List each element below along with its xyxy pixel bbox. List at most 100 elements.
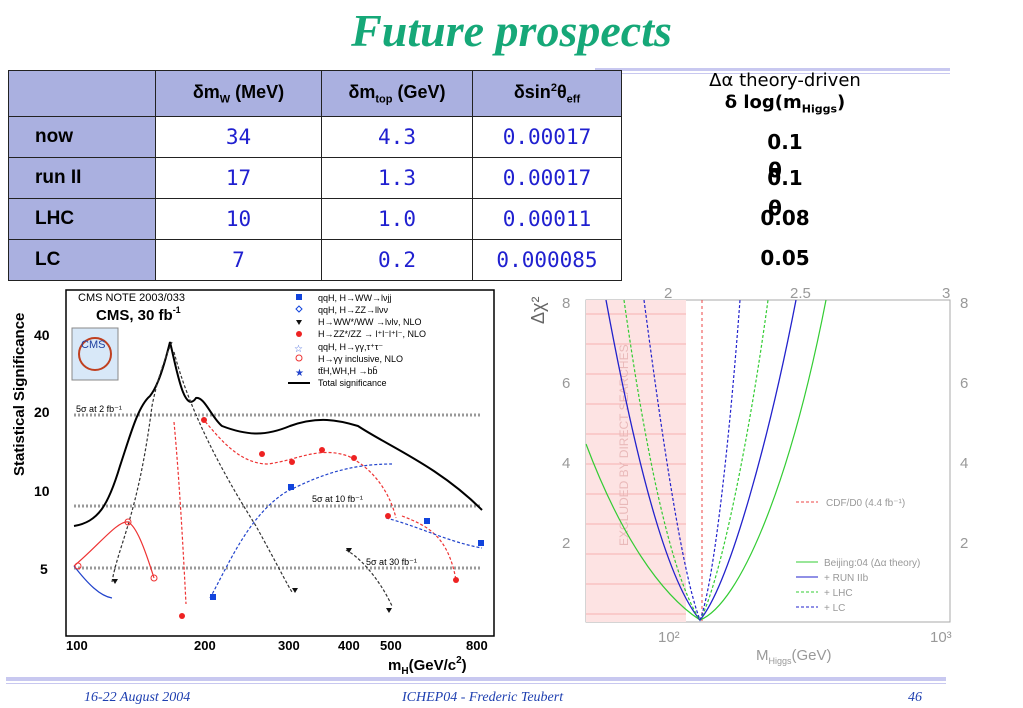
y-tick-label: 6 xyxy=(960,375,968,392)
legend-marker xyxy=(296,320,302,325)
h-zz-4l-curve xyxy=(173,417,457,605)
tth-curve xyxy=(73,565,113,599)
cell-mtop: 4.3 xyxy=(321,116,473,158)
h-ww-curve xyxy=(111,341,393,607)
cms-note: CMS NOTE 2003/033 xyxy=(78,292,185,304)
marker xyxy=(453,577,459,583)
legend-entry: + LHC xyxy=(824,588,853,599)
marker xyxy=(210,594,216,600)
legend-marker xyxy=(296,331,302,337)
sigma-label-30fb: 5σ at 30 fb⁻¹ xyxy=(366,557,417,567)
top-tick-labels: 2 2.5 3 xyxy=(664,285,950,302)
overlay-glyph: θ xyxy=(768,158,782,182)
legend-entry: Beijing:04 (Δα theory) xyxy=(824,558,920,569)
slide-title: Future prospects xyxy=(351,5,672,56)
y-tick-label: 10 xyxy=(34,483,50,499)
cms-logo-text: CMS xyxy=(81,339,105,351)
row-label: run II xyxy=(8,157,156,199)
marker xyxy=(385,513,391,519)
cell-sin2: 0.000085 xyxy=(472,239,622,281)
y-tick-label: 4 xyxy=(960,455,968,472)
excluded-label: EXCLUDED BY DIRECT SEARCHES xyxy=(617,344,631,546)
higgs-value: 0.08 xyxy=(760,206,810,230)
legend-entry: H→ZZ*/ZZ → l⁺l⁻l⁺l⁻, NLO xyxy=(318,329,426,339)
marker xyxy=(112,579,118,584)
marker xyxy=(289,459,295,465)
header-divider xyxy=(595,68,950,71)
legend-entry: + RUN IIb xyxy=(824,573,869,584)
x-tick-labels: 100 200 300 400 500 800 xyxy=(66,638,488,653)
qqh-ww-curve xyxy=(209,463,483,599)
table-row: now 34 4.3 0.00017 xyxy=(8,116,622,158)
row-label: now xyxy=(8,116,156,158)
cell-mtop: 1.3 xyxy=(321,157,473,199)
cell-mw: 17 xyxy=(155,157,322,199)
chi2-curves xyxy=(585,299,827,622)
footer-author: ICHEP04 - Frederic Teubert xyxy=(402,690,564,705)
cell-sin2: 0.00017 xyxy=(472,157,622,199)
x-tick-label: 500 xyxy=(380,638,402,653)
cell-mw: 34 xyxy=(155,116,322,158)
right-column-heading: Δα theory-driven xyxy=(709,70,861,91)
marker xyxy=(319,447,325,453)
y-tick-labels: 40 20 10 5 xyxy=(34,327,50,577)
marker xyxy=(478,540,484,546)
cell-sin2: 0.00017 xyxy=(472,116,622,158)
header-mw: δmW (MeV) xyxy=(155,70,322,117)
y-tick-label: 2 xyxy=(960,535,968,552)
legend-marker xyxy=(296,294,302,300)
x-tick-label: 10³ xyxy=(930,629,952,646)
legend-entry-cdf: CDF/D0 (4.4 fb⁻¹) xyxy=(826,498,905,509)
cms-significance-plot: CMS NOTE 2003/033 CMS, 30 fb-1 CMS Stati… xyxy=(8,286,498,676)
higgs-value: 0.05 xyxy=(760,246,810,270)
curve-beijing xyxy=(585,299,827,621)
footer-divider xyxy=(6,677,946,681)
y-tick-label: 20 xyxy=(34,404,50,420)
x-axis-label: mH(GeV/c2) xyxy=(388,655,467,676)
cell-mw: 7 xyxy=(155,239,322,281)
header-mtop: δmtop (GeV) xyxy=(321,70,473,117)
legend-entry: qqH, H→ZZ→llνν xyxy=(318,305,389,315)
marker xyxy=(292,588,298,593)
sigma-label-10fb: 5σ at 10 fb⁻¹ xyxy=(312,494,363,504)
cell-mw: 10 xyxy=(155,198,322,240)
top-tick-label: 2.5 xyxy=(790,285,811,302)
y-tick-labels-right: 8 6 4 2 xyxy=(960,295,968,552)
x-tick-labels: 10² 10³ xyxy=(658,629,952,646)
header-sin2: δsin2θeff xyxy=(472,70,622,117)
cms-label: CMS, 30 fb-1 xyxy=(96,305,181,324)
page-number: 46 xyxy=(908,690,922,705)
higgs-value: 0.1 xyxy=(767,130,803,154)
x-tick-label: 10² xyxy=(658,629,680,646)
x-tick-label: 400 xyxy=(338,638,360,653)
sigma-label-2fb: 5σ at 2 fb⁻¹ xyxy=(76,404,122,414)
y-tick-label: 6 xyxy=(562,375,570,392)
cell-mtop: 1.0 xyxy=(321,198,473,240)
marker xyxy=(201,417,207,423)
y-axis-label: Δχ² xyxy=(528,297,548,324)
legend-entry: + LC xyxy=(824,603,845,614)
precision-table: δmW (MeV) δmtop (GeV) δsin2θeff now 34 4… xyxy=(8,70,622,281)
five-sigma-lines: 5σ at 2 fb⁻¹ 5σ at 10 fb⁻¹ 5σ at 30 fb⁻¹ xyxy=(74,404,482,570)
y-tick-labels-left: 8 6 4 2 xyxy=(562,295,570,552)
markers xyxy=(74,417,484,619)
legend: CDF/D0 (4.4 fb⁻¹) Beijing:04 (Δα theory)… xyxy=(796,498,920,614)
y-tick-label: 8 xyxy=(960,295,968,312)
marker xyxy=(386,608,392,613)
cms-logo-ring xyxy=(78,337,112,371)
top-tick-label: 2 xyxy=(664,285,672,302)
x-axis-label: MHiggs(GeV) xyxy=(756,647,832,666)
marker xyxy=(346,548,352,553)
legend-entry: H→γγ inclusive, NLO xyxy=(318,354,403,364)
marker xyxy=(179,613,185,619)
cell-mtop: 0.2 xyxy=(321,239,473,281)
legend-entry: Total significance xyxy=(318,378,387,388)
footer-divider-thin xyxy=(6,683,946,684)
x-tick-label: 200 xyxy=(194,638,216,653)
marker xyxy=(288,484,294,490)
higgs-value: 0.1 xyxy=(767,166,803,190)
overlay-glyph: θ xyxy=(768,196,782,220)
table-header-row: δmW (MeV) δmtop (GeV) δsin2θeff xyxy=(8,70,622,117)
y-tick-label: 8 xyxy=(562,295,570,312)
marker xyxy=(424,518,430,524)
